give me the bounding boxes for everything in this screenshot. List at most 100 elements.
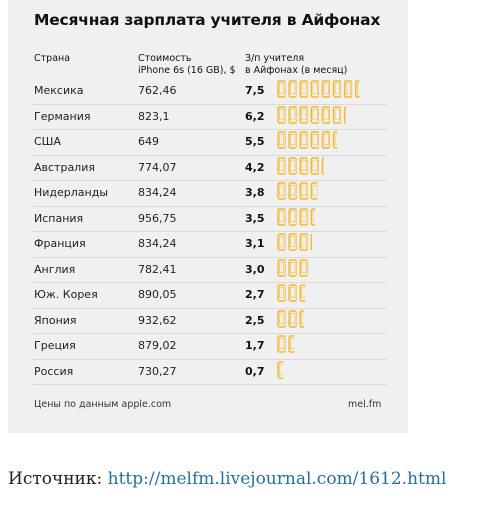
iphone-icon xyxy=(321,156,324,175)
iphone-icon xyxy=(277,258,286,277)
iphone-icon xyxy=(277,233,286,251)
iphone-icon xyxy=(321,80,330,98)
iphone-icon xyxy=(310,105,319,124)
chart-title: Месячная зарплата учителя в Айфонах xyxy=(34,11,381,29)
iphones-value-cell: 3,0 xyxy=(245,262,265,276)
price-cell: 932,62 xyxy=(138,313,177,327)
country-cell: Россия xyxy=(34,364,74,378)
iphone-icon xyxy=(310,80,319,98)
table-row: Нидерланды 834,24 3,8 xyxy=(33,180,387,207)
country-cell: Греция xyxy=(34,339,76,352)
iphone-icon xyxy=(299,207,308,226)
infographic-card: Месячная зарплата учителя в Айфонах Стра… xyxy=(8,0,408,433)
iphone-icons xyxy=(277,335,295,353)
iphone-icons xyxy=(277,131,338,149)
table-row: Германия 823,1 6,2 xyxy=(33,104,387,130)
iphones-value-cell: 0,7 xyxy=(245,364,265,378)
country-cell: Мексика xyxy=(34,84,84,97)
iphone-icon xyxy=(277,284,286,302)
iphone-icon xyxy=(288,335,295,353)
iphone-icon xyxy=(332,131,338,149)
iphone-icon xyxy=(310,207,316,226)
iphones-value-cell: 5,5 xyxy=(245,135,265,148)
iphone-icons xyxy=(277,156,324,175)
iphone-icons xyxy=(277,309,304,328)
credit: mel.fm xyxy=(348,399,382,410)
iphone-icon xyxy=(310,131,319,149)
iphones-value-cell: 3,8 xyxy=(245,186,265,199)
iphone-icons xyxy=(277,233,313,251)
iphone-icons xyxy=(277,207,316,226)
price-cell: 879,02 xyxy=(138,339,177,352)
iphone-icon xyxy=(277,182,286,200)
iphone-icon xyxy=(332,80,341,98)
iphones-value-cell: 6,2 xyxy=(245,109,265,123)
price-cell: 823,1 xyxy=(138,109,170,123)
country-cell: Юж. Корея xyxy=(34,288,98,301)
country-cell: Англия xyxy=(34,262,76,276)
iphone-icon xyxy=(277,105,286,124)
iphone-icons xyxy=(277,80,360,98)
iphones-value-cell: 3,1 xyxy=(245,237,265,250)
country-cell: Франция xyxy=(34,237,86,250)
source-label: Источник: xyxy=(8,469,103,489)
table-row: Греция 879,02 1,7 xyxy=(33,333,387,360)
iphone-icons xyxy=(277,105,347,124)
table-row: США 649 5,5 xyxy=(33,129,387,156)
table-row: Япония 932,62 2,5 xyxy=(33,308,387,334)
column-header-price: Стоимость iPhone 6s (16 GB), $ xyxy=(138,53,236,76)
column-header-salary: З/п учителя в Айфонах (в месяц) xyxy=(245,53,348,76)
table-row: Россия 730,27 0,7 xyxy=(33,359,387,385)
price-cell: 834,24 xyxy=(138,237,177,250)
iphone-icon xyxy=(299,156,308,175)
source-line: Источник: http://melfm.livejournal.com/1… xyxy=(8,469,446,489)
country-cell: Япония xyxy=(34,313,77,327)
iphone-icon xyxy=(299,80,308,98)
iphone-icon xyxy=(288,258,297,277)
iphone-icon xyxy=(321,105,330,124)
iphone-icon xyxy=(277,309,286,328)
table-row: Испания 956,75 3,5 xyxy=(33,206,387,232)
price-cell: 649 xyxy=(138,135,159,148)
iphone-icon xyxy=(310,233,313,251)
column-header-country: Страна xyxy=(34,53,71,64)
iphone-icon xyxy=(288,309,297,328)
country-cell: Австралия xyxy=(34,160,95,174)
footnote: Цены по данным apple.com xyxy=(34,399,172,410)
iphone-icon xyxy=(277,207,286,226)
iphone-icon xyxy=(277,360,284,379)
iphone-icons xyxy=(277,360,284,379)
iphone-icon xyxy=(332,105,341,124)
iphone-icon xyxy=(277,131,286,149)
iphone-icons xyxy=(277,258,308,277)
iphones-value-cell: 4,2 xyxy=(245,160,265,174)
iphone-icon xyxy=(288,207,297,226)
country-cell: Германия xyxy=(34,109,91,123)
iphone-icon xyxy=(299,284,306,302)
iphone-icon xyxy=(355,80,360,98)
price-cell: 956,75 xyxy=(138,211,177,225)
iphone-icons xyxy=(277,284,306,302)
iphones-value-cell: 7,5 xyxy=(245,84,265,97)
iphone-icon xyxy=(277,156,286,175)
iphone-icon xyxy=(299,258,308,277)
iphone-icon xyxy=(299,131,308,149)
iphone-icon xyxy=(343,80,353,98)
iphone-icon xyxy=(288,105,297,124)
price-cell: 774,07 xyxy=(138,160,177,174)
iphone-icon xyxy=(310,156,319,175)
iphone-icon xyxy=(321,131,330,149)
table-row: Австралия 774,07 4,2 xyxy=(33,155,387,181)
iphone-icon xyxy=(299,233,308,251)
iphones-value-cell: 1,7 xyxy=(245,339,265,352)
iphone-icon xyxy=(288,131,297,149)
iphones-value-cell: 3,5 xyxy=(245,211,265,225)
iphone-icon xyxy=(299,105,308,124)
iphone-icon xyxy=(310,182,318,200)
iphone-icon xyxy=(277,80,286,98)
iphone-icon xyxy=(343,105,347,124)
source-link[interactable]: http://melfm.livejournal.com/1612.html xyxy=(107,469,447,489)
price-cell: 730,27 xyxy=(138,364,177,378)
table-row: Юж. Корея 890,05 2,7 xyxy=(33,282,387,309)
iphone-icon xyxy=(288,233,297,251)
